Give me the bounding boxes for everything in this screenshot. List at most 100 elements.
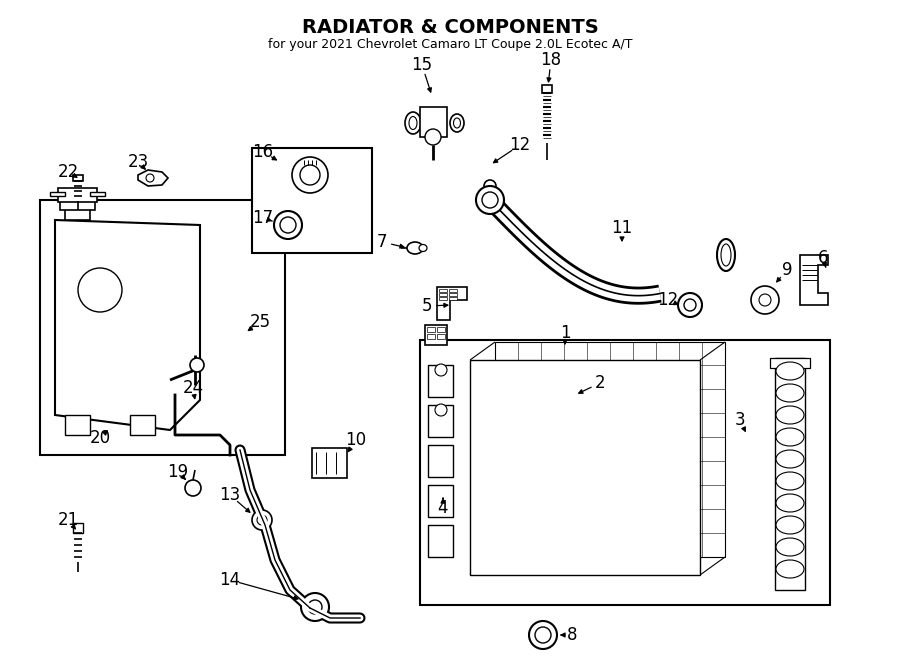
Ellipse shape xyxy=(454,118,461,128)
Ellipse shape xyxy=(776,560,804,578)
Ellipse shape xyxy=(407,242,423,254)
Bar xyxy=(449,297,457,300)
Text: 23: 23 xyxy=(128,153,148,171)
Bar xyxy=(470,360,700,575)
Circle shape xyxy=(292,157,328,193)
Circle shape xyxy=(300,165,320,185)
Polygon shape xyxy=(428,485,453,517)
Circle shape xyxy=(190,358,204,372)
Ellipse shape xyxy=(776,494,804,512)
Polygon shape xyxy=(420,107,447,137)
Polygon shape xyxy=(73,523,83,533)
Text: 14: 14 xyxy=(220,571,240,589)
Text: 2: 2 xyxy=(595,374,606,392)
Text: 6: 6 xyxy=(818,249,828,267)
Ellipse shape xyxy=(776,406,804,424)
Polygon shape xyxy=(770,358,810,368)
Polygon shape xyxy=(800,255,828,305)
Circle shape xyxy=(274,211,302,239)
Circle shape xyxy=(425,129,441,145)
Text: for your 2021 Chevrolet Camaro LT Coupe 2.0L Ecotec A/T: for your 2021 Chevrolet Camaro LT Coupe … xyxy=(268,38,632,51)
Text: RADIATOR & COMPONENTS: RADIATOR & COMPONENTS xyxy=(302,18,598,37)
Text: 7: 7 xyxy=(377,233,387,251)
Ellipse shape xyxy=(405,112,421,134)
Bar xyxy=(73,175,83,181)
Bar xyxy=(449,289,457,292)
Text: 18: 18 xyxy=(540,51,562,69)
Polygon shape xyxy=(50,192,65,196)
Text: 16: 16 xyxy=(252,143,274,161)
Bar xyxy=(439,297,447,300)
Bar xyxy=(439,289,447,292)
Polygon shape xyxy=(130,415,155,435)
Circle shape xyxy=(678,293,702,317)
Text: 10: 10 xyxy=(346,431,366,449)
Text: 1: 1 xyxy=(560,324,571,342)
Circle shape xyxy=(435,364,447,376)
Polygon shape xyxy=(65,208,90,220)
Text: 13: 13 xyxy=(220,486,240,504)
Polygon shape xyxy=(55,220,200,430)
Text: 12: 12 xyxy=(657,291,679,309)
Text: 20: 20 xyxy=(89,429,111,447)
Polygon shape xyxy=(437,287,467,320)
Text: 17: 17 xyxy=(252,209,274,227)
Polygon shape xyxy=(428,405,453,437)
Circle shape xyxy=(751,286,779,314)
Polygon shape xyxy=(60,200,95,210)
Circle shape xyxy=(476,186,504,214)
Bar xyxy=(437,327,445,332)
Bar xyxy=(542,85,552,93)
Ellipse shape xyxy=(776,472,804,490)
Circle shape xyxy=(280,217,296,233)
Circle shape xyxy=(78,268,122,312)
Circle shape xyxy=(308,600,322,614)
Circle shape xyxy=(759,294,771,306)
Bar xyxy=(437,334,445,339)
Polygon shape xyxy=(428,365,453,397)
Ellipse shape xyxy=(776,516,804,534)
Circle shape xyxy=(252,510,272,530)
Bar xyxy=(40,200,285,455)
Polygon shape xyxy=(425,325,447,345)
Polygon shape xyxy=(90,192,105,196)
Ellipse shape xyxy=(776,384,804,402)
Text: 21: 21 xyxy=(58,511,78,529)
Bar xyxy=(439,293,447,296)
Text: 5: 5 xyxy=(422,297,432,315)
Ellipse shape xyxy=(776,538,804,556)
Circle shape xyxy=(435,404,447,416)
Polygon shape xyxy=(775,358,805,590)
Ellipse shape xyxy=(721,244,731,266)
Bar xyxy=(427,334,435,339)
Circle shape xyxy=(257,515,267,525)
Bar xyxy=(449,293,457,296)
Circle shape xyxy=(684,299,696,311)
Polygon shape xyxy=(65,415,90,435)
Bar xyxy=(420,340,830,605)
Ellipse shape xyxy=(450,114,464,132)
Circle shape xyxy=(185,480,201,496)
Text: 8: 8 xyxy=(567,626,577,644)
Text: 3: 3 xyxy=(734,411,745,429)
Text: 22: 22 xyxy=(58,163,78,181)
Polygon shape xyxy=(58,188,97,202)
Ellipse shape xyxy=(409,116,417,130)
Ellipse shape xyxy=(776,450,804,468)
Circle shape xyxy=(484,180,496,192)
Bar xyxy=(427,327,435,332)
Polygon shape xyxy=(138,170,168,186)
Ellipse shape xyxy=(419,245,427,251)
Ellipse shape xyxy=(776,362,804,380)
Ellipse shape xyxy=(756,294,774,306)
Text: 19: 19 xyxy=(167,463,189,481)
Text: 4: 4 xyxy=(437,499,448,517)
Text: 25: 25 xyxy=(249,313,271,331)
Polygon shape xyxy=(428,525,453,557)
Circle shape xyxy=(146,174,154,182)
Text: 12: 12 xyxy=(509,136,531,154)
Polygon shape xyxy=(428,445,453,477)
Text: 15: 15 xyxy=(411,56,433,74)
Circle shape xyxy=(301,593,329,621)
Circle shape xyxy=(482,192,498,208)
